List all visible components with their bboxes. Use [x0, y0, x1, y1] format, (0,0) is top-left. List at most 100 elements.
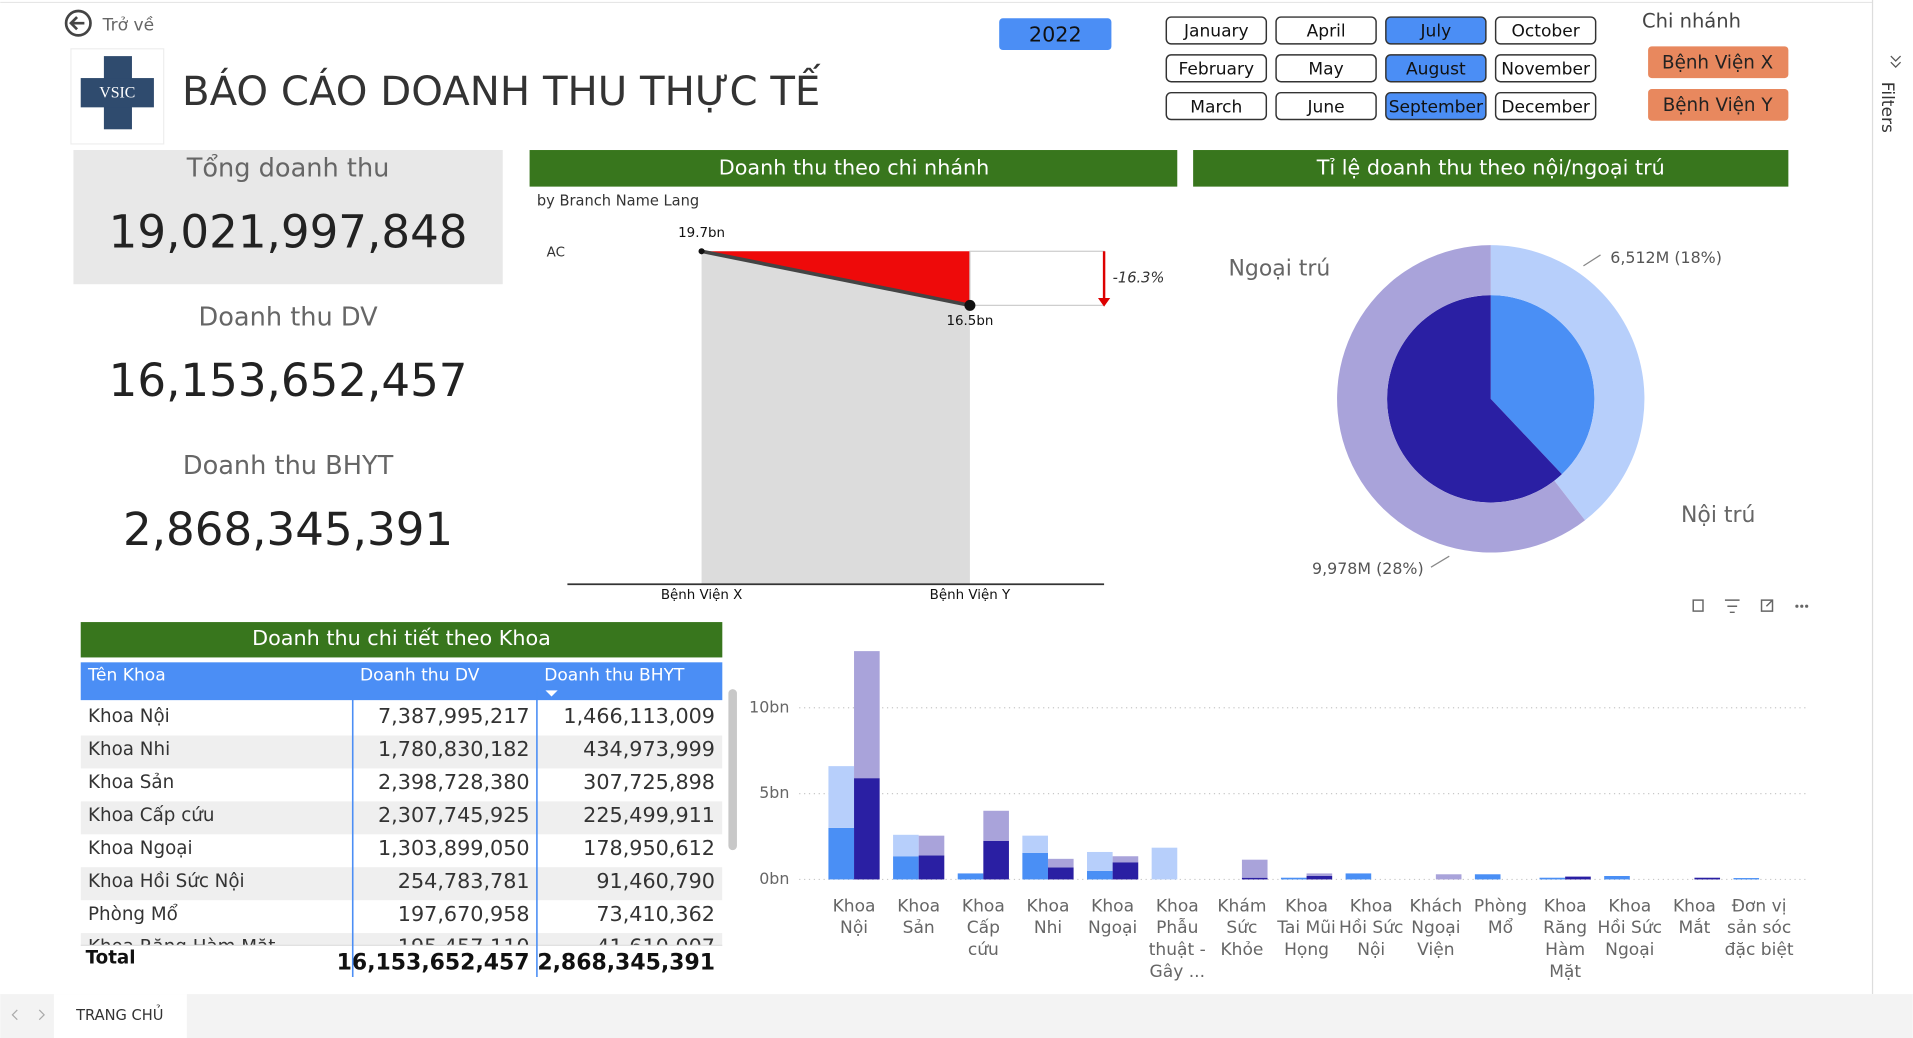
x-tick-label: Khoa Phẫu thuật -Gây ...	[1149, 896, 1206, 982]
branch-button[interactable]	[1648, 46, 1789, 79]
x-tick-line: Hàm	[1545, 940, 1585, 960]
x-tick-line: Phẫu	[1156, 917, 1198, 938]
row-band	[80, 735, 723, 769]
cell: 254,783,781	[398, 869, 530, 893]
month-button[interactable]	[1165, 16, 1268, 45]
y-tick-label: 5bn	[759, 783, 789, 802]
bar-segment	[1306, 876, 1333, 880]
x-tick-label: Phòng Mổ	[1474, 896, 1527, 938]
table-scrollbar[interactable]	[728, 689, 737, 851]
month-button[interactable]	[1275, 91, 1377, 121]
variance-label: -16.3%	[1113, 269, 1165, 286]
month-label: February	[1179, 60, 1255, 80]
ring-segment	[1337, 245, 1586, 553]
kpi-highlight	[73, 150, 503, 285]
x-tick-line: Khoa	[1027, 896, 1070, 916]
line	[701, 249, 971, 308]
month-label: May	[1308, 60, 1343, 80]
bar-segment	[1565, 876, 1591, 877]
tab[interactable]	[53, 994, 187, 1038]
month-button[interactable]	[1275, 54, 1377, 83]
value-label: 19.7bn	[678, 226, 725, 241]
kpi-label: Tổng doanh thu	[186, 154, 390, 184]
x-tick-line: thuật -	[1149, 940, 1206, 960]
x-tick-line: Nội	[1357, 940, 1385, 960]
x-tick-label: Khoa Ngoại	[1088, 896, 1137, 938]
month-button[interactable]	[1385, 16, 1487, 45]
annotation: Nội trú	[1681, 503, 1755, 528]
bar-segment	[1112, 862, 1139, 880]
bar-segment	[1539, 877, 1566, 880]
column-header[interactable]: Doanh thu BHYT	[544, 666, 685, 686]
cell: Khoa Ngoại	[88, 838, 193, 859]
kpi-label: Doanh thu DV	[199, 302, 379, 332]
month-label: December	[1501, 97, 1590, 117]
back-button[interactable]: Trở về	[64, 9, 154, 37]
row-band	[80, 867, 723, 901]
bar-segment	[1087, 870, 1113, 880]
table-title: Doanh thu chi tiết theo Khoa	[252, 626, 551, 650]
x-tick-line: Đơn vị	[1732, 896, 1787, 916]
focus-icon[interactable]	[1760, 599, 1774, 612]
year-button[interactable]	[999, 18, 1112, 51]
month-label: June	[1306, 97, 1344, 117]
bar-segment	[1565, 876, 1591, 880]
cell: 7,387,995,217	[378, 704, 530, 728]
x-tick-label: Khoa Cấp cứu	[962, 896, 1005, 960]
month-label: October	[1511, 22, 1580, 42]
month-button[interactable]	[1165, 54, 1268, 83]
more-icon[interactable]	[1795, 604, 1809, 608]
cell: 178,950,612	[583, 836, 715, 860]
month-label: September	[1389, 97, 1484, 117]
bar-segment	[957, 873, 984, 880]
back-arrow	[69, 16, 85, 31]
tab-scroll-arrows[interactable]	[11, 1009, 45, 1021]
bar-segment	[1435, 874, 1462, 880]
month-button[interactable]	[1275, 16, 1377, 45]
bar-segment	[983, 810, 1009, 841]
filters-collapse-icon[interactable]	[1890, 55, 1902, 68]
back-icon	[64, 9, 92, 37]
month-button[interactable]	[1385, 54, 1487, 83]
column-header[interactable]: Tên Khoa	[87, 666, 166, 686]
cell: Khoa Sản	[88, 772, 174, 793]
month-button[interactable]	[1385, 91, 1487, 121]
bar-segment	[1047, 858, 1074, 868]
x-tick-line: Mặt	[1549, 962, 1581, 982]
branch-label: Bệnh Viện Y	[1663, 95, 1774, 116]
copy-icon[interactable]	[1692, 599, 1704, 612]
bar-segment	[918, 835, 945, 856]
cell: 91,460,790	[596, 869, 715, 893]
month-button[interactable]	[1165, 91, 1268, 121]
x-tick-line: Gây ...	[1150, 962, 1205, 982]
x-tick-line: Khoa	[1156, 896, 1199, 916]
cell: 307,725,898	[583, 770, 715, 794]
x-tick-line: Mắt	[1679, 917, 1711, 938]
month-label: March	[1190, 97, 1242, 117]
bar-segment	[1474, 874, 1501, 880]
month-button[interactable]	[1494, 91, 1597, 121]
x-tick-line: Khám	[1217, 896, 1266, 916]
filter-icon[interactable]	[1724, 599, 1740, 614]
logo-cross-h	[80, 78, 154, 108]
x-tick-line: Ngoại	[1088, 918, 1137, 938]
branch-button[interactable]	[1648, 89, 1789, 121]
leader-line	[1430, 555, 1450, 568]
total-cell: 2,868,345,391	[537, 951, 715, 976]
x-tick-line: Khoa	[1285, 896, 1328, 916]
x-tick-line: Sức	[1226, 918, 1257, 938]
x-tick-line: Khoa	[1091, 896, 1134, 916]
point	[698, 248, 705, 255]
branch-filter-title: Chi nhánh	[1642, 9, 1741, 32]
cell: Khoa Răng Hàm Mặt	[88, 937, 275, 958]
filters-pane-label[interactable]: Filters	[1877, 82, 1897, 133]
column-header[interactable]: Doanh thu DV	[360, 666, 480, 686]
month-button[interactable]	[1494, 16, 1597, 45]
bar-segment	[918, 855, 945, 880]
month-button[interactable]	[1494, 54, 1597, 83]
table-body: Khoa Nội 7,387,995,217 1,466,113,009 Khoa N…	[80, 704, 723, 958]
cell: 1,466,113,009	[563, 704, 715, 728]
category-label: Bệnh Viện Y	[930, 587, 1011, 603]
x-tick-line: Hồi Sức	[1339, 917, 1403, 938]
cell: 73,410,362	[596, 902, 715, 926]
